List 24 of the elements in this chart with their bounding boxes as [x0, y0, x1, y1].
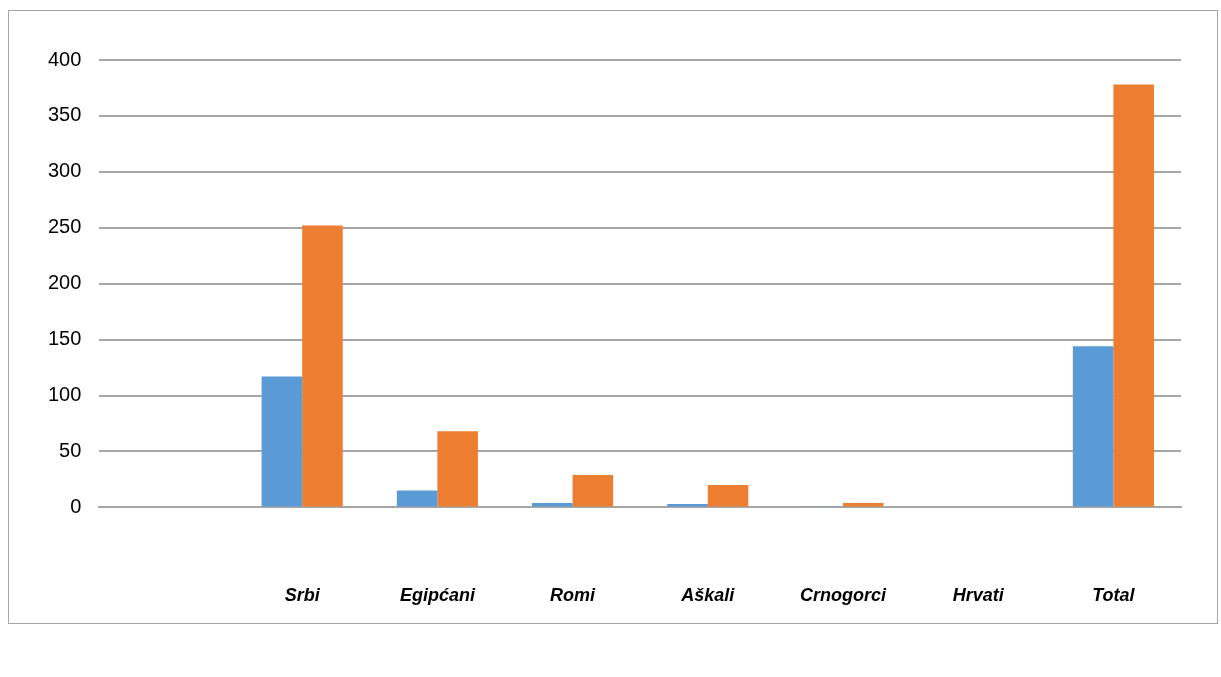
y-tick-label: 400 [47, 47, 82, 70]
bar [302, 225, 343, 507]
y-tick-label: 150 [47, 327, 82, 350]
y-tick-label: 50 [59, 438, 82, 461]
bar [1113, 84, 1154, 507]
bar [437, 431, 478, 507]
y-tick-label: 350 [47, 103, 82, 126]
y-tick-label: 250 [47, 215, 82, 238]
y-tick-label: 200 [47, 271, 82, 294]
x-tick-label: Crnogorci [799, 585, 887, 606]
x-tick-label: Aškali [680, 585, 736, 606]
bar [396, 490, 438, 507]
x-tick-label: Egipćani [399, 585, 476, 606]
x-tick-label: Romi [550, 585, 597, 606]
x-tick-label: Srbi [284, 585, 321, 606]
bar [261, 376, 303, 507]
x-tick-label: Total [1092, 585, 1136, 606]
x-tick-label: Hrvati [952, 585, 1005, 606]
bar [572, 474, 614, 507]
y-tick-label: 300 [47, 159, 82, 182]
bar [1072, 346, 1114, 507]
y-tick-label: 0 [70, 494, 82, 517]
bar [707, 485, 749, 507]
y-tick-label: 100 [47, 383, 82, 406]
